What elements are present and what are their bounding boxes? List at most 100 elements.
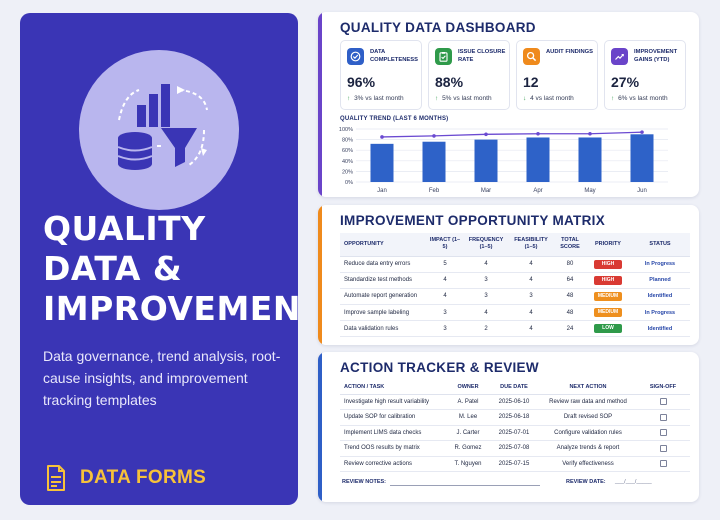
trend-point	[536, 131, 540, 136]
trend-point	[588, 131, 592, 136]
trend-point	[640, 130, 644, 134]
kpi-card-improvement-gains: IMPROVEMENT GAINS (YTD) 27% ↑ 6% vs last…	[604, 40, 686, 110]
kpi-delta: ↑ 6% vs last month	[611, 95, 668, 102]
status-cell: Planned	[630, 272, 690, 289]
action-tracker-panel: ACTION TRACKER & REVIEW ACTION / TASK OW…	[318, 352, 699, 502]
sign-off-cell	[636, 409, 690, 426]
kpi-delta: ↑ 3% vs last month	[347, 95, 404, 102]
opportunity-cell: Improve sample labeling	[340, 304, 426, 322]
trend-line	[381, 131, 643, 138]
kpi-label: DATA COMPLETENESS	[370, 49, 418, 63]
kpi-card-data-completeness: DATA COMPLETENESS 96% ↑ 3% vs last month	[340, 40, 422, 110]
table-header-row: ACTION / TASK OWNER DUE DATE NEXT ACTION…	[340, 380, 690, 395]
y-tick-label: 100%	[339, 127, 353, 133]
status-text: In Progress	[644, 309, 676, 316]
due-date-cell: 2025-07-08	[488, 440, 540, 457]
frequency-cell: 3	[464, 288, 508, 306]
sign-off-cell	[636, 425, 690, 441]
y-tick-label: 40%	[342, 159, 353, 165]
trend-bar	[422, 141, 446, 182]
table-row: Automate report generation 4 3 3 48 MEDI…	[340, 288, 690, 306]
column-header: FEASIBILITY (1–5)	[508, 233, 554, 257]
due-date-cell: 2025-07-15	[488, 456, 540, 472]
hero-title: QUALITY DATA & IMPROVEMENT	[43, 209, 298, 328]
sign-off-checkbox[interactable]	[659, 444, 667, 452]
priority-cell: HIGH	[586, 272, 630, 289]
review-date-field[interactable]: ___/___/_____	[615, 479, 652, 485]
column-header: STATUS	[630, 233, 690, 257]
priority-badge: MEDIUM	[594, 308, 622, 318]
opportunity-cell: Automate report generation	[340, 288, 426, 306]
kpi-delta-value: 4	[530, 95, 534, 102]
x-tick-label: Feb	[429, 188, 440, 194]
kpi-delta-text: vs last month	[365, 95, 404, 102]
panel-accent-bar	[318, 12, 322, 197]
hero-subtitle: Data governance, trend analysis, root-ca…	[43, 348, 281, 408]
kpi-label: ISSUE CLOSURE RATE	[458, 49, 506, 63]
x-tick-label: Apr	[533, 188, 542, 194]
arrow-up-icon: ↑	[435, 95, 439, 102]
sign-off-checkbox[interactable]	[659, 398, 667, 406]
status-text: Planned	[649, 277, 671, 284]
kpi-delta: ↑ 5% vs last month	[435, 95, 492, 102]
action-tracker-table: ACTION / TASK OWNER DUE DATE NEXT ACTION…	[340, 380, 690, 472]
y-tick-label: 80%	[342, 138, 353, 144]
opportunity-cell: Data validation rules	[340, 320, 426, 338]
priority-badge: HIGH	[594, 259, 622, 269]
owner-cell: T. Nguyen	[448, 456, 488, 472]
kpi-delta-text: vs last month	[535, 95, 574, 102]
due-date-cell: 2025-06-10	[488, 394, 540, 410]
review-notes-field[interactable]	[390, 485, 540, 486]
impact-cell: 3	[426, 304, 464, 322]
next-action-cell: Configure validation rules	[540, 425, 636, 441]
sign-off-checkbox[interactable]	[659, 413, 667, 421]
feasibility-cell: 4	[508, 320, 554, 338]
check-circle-icon	[347, 48, 364, 65]
sign-off-checkbox[interactable]	[659, 460, 667, 468]
score-cell: 80	[554, 256, 586, 273]
data-funnel-chart-illustration	[117, 84, 208, 170]
review-notes-label: REVIEW NOTES:	[342, 479, 387, 485]
feasibility-cell: 3	[508, 288, 554, 306]
next-action-cell: Draft revised SOP	[540, 409, 636, 426]
frequency-cell: 2	[464, 320, 508, 338]
frequency-cell: 4	[464, 256, 508, 273]
trend-bar	[370, 143, 394, 182]
owner-cell: R. Gomez	[448, 440, 488, 457]
column-header: TOTAL SCORE	[554, 233, 586, 257]
frequency-cell: 3	[464, 272, 508, 289]
table-row: Trend OOS results by matrix R. Gomez 202…	[340, 440, 690, 457]
priority-badge: MEDIUM	[594, 291, 622, 301]
tracker-title: ACTION TRACKER & REVIEW	[340, 360, 539, 375]
owner-cell: M. Lee	[448, 409, 488, 426]
feasibility-cell: 4	[508, 304, 554, 322]
status-text: In Progress	[644, 261, 676, 268]
matrix-body: Reduce data entry errors 5 4 4 80 HIGH I…	[340, 256, 690, 338]
table-row: Improve sample labeling 3 4 4 48 MEDIUM …	[340, 304, 690, 322]
y-tick-label: 20%	[342, 169, 353, 175]
table-row: Standardize test methods 4 3 4 64 HIGH P…	[340, 272, 690, 289]
next-action-cell: Analyze trends & report	[540, 440, 636, 457]
priority-badge: LOW	[594, 324, 622, 334]
arrow-up-icon: ↑	[347, 95, 351, 102]
owner-cell: J. Carter	[448, 425, 488, 441]
trend-point	[380, 135, 384, 139]
score-cell: 48	[554, 288, 586, 306]
priority-cell: HIGH	[586, 256, 630, 273]
clipboard-check-icon	[435, 48, 452, 65]
priority-cell: MEDIUM	[586, 288, 630, 306]
kpi-label: IMPROVEMENT GAINS (YTD)	[634, 49, 678, 63]
x-tick-label: May	[584, 188, 595, 194]
sign-off-cell	[636, 440, 690, 457]
status-cell: In Progress	[630, 304, 690, 322]
hero-panel: QUALITY DATA & IMPROVEMENT Data governan…	[20, 13, 298, 505]
kpi-delta: ↓ 4 vs last month	[523, 95, 574, 102]
kpi-delta-text: vs last month	[453, 95, 492, 102]
column-header: OPPORTUNITY	[340, 233, 426, 257]
sign-off-checkbox[interactable]	[659, 429, 667, 437]
column-header: SIGN-OFF	[636, 380, 690, 395]
feasibility-cell: 4	[508, 272, 554, 289]
priority-badge: HIGH	[594, 275, 622, 285]
column-header: FREQUENCY (1–5)	[464, 233, 508, 257]
arrow-up-icon: ↑	[611, 95, 615, 102]
